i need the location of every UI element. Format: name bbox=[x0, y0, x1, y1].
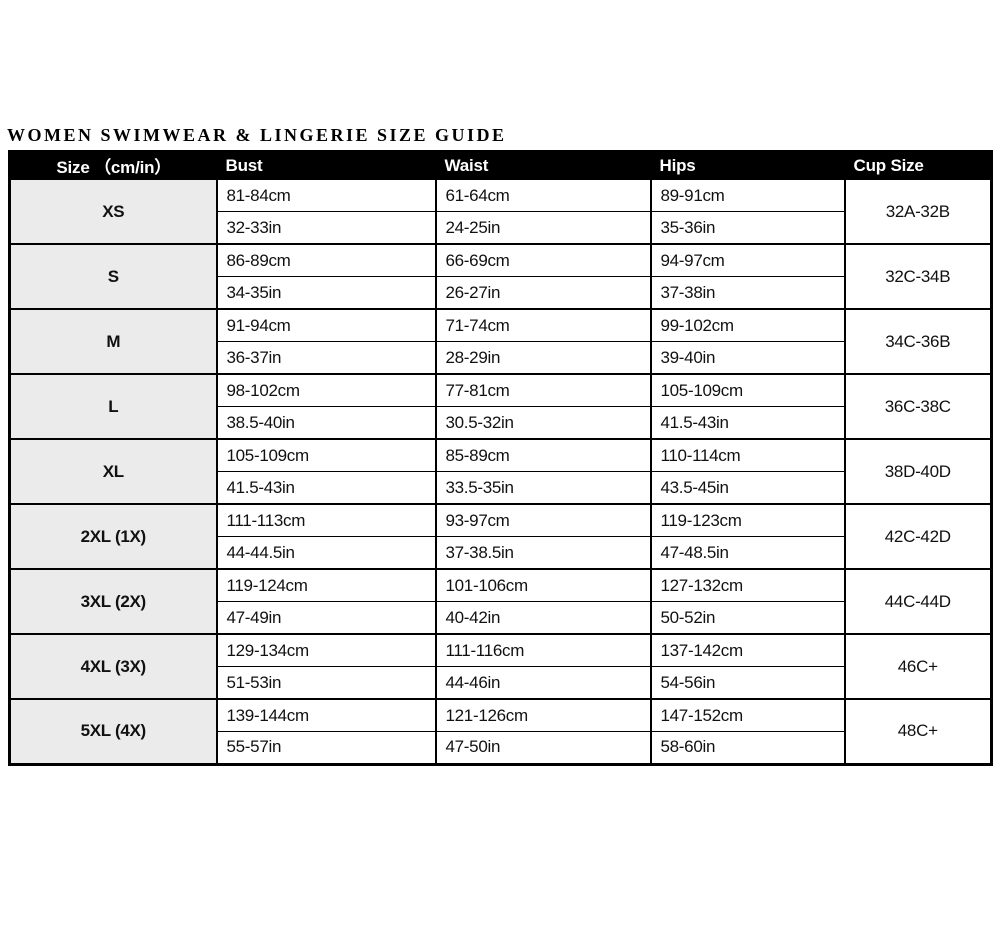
table-row-m-in: 36-37in 28-29in 39-40in bbox=[10, 341, 992, 374]
size-label: 3XL (2X) bbox=[9, 568, 217, 634]
hips-cm-value: 119-123cm bbox=[649, 503, 845, 537]
size-label: 2XL (1X) bbox=[9, 503, 217, 569]
cup-size-value: 48C+ bbox=[843, 698, 992, 764]
hips-cm-value: 137-142cm bbox=[649, 633, 845, 667]
cup-size-value: 46C+ bbox=[843, 633, 992, 699]
bust-cm-value: 91-94cm bbox=[215, 308, 436, 342]
hips-cm-value: 147-152cm bbox=[649, 698, 845, 732]
hips-in-value: 50-52in bbox=[649, 601, 845, 634]
bust-in-value: 44-44.5in bbox=[215, 536, 436, 569]
table-row-m-cm: M 91-94cm 71-74cm 99-102cm 34C-36B bbox=[9, 308, 992, 374]
table-row-4xl-in: 51-53in 44-46in 54-56in bbox=[10, 666, 992, 699]
cup-size-value: 44C-44D bbox=[843, 568, 992, 634]
waist-cm-value: 61-64cm bbox=[434, 178, 651, 212]
hips-cm-value: 127-132cm bbox=[649, 568, 845, 602]
table-row-2xl-cm: 2XL (1X) 111-113cm 93-97cm 119-123cm 42C… bbox=[9, 503, 992, 569]
waist-cm-value: 77-81cm bbox=[434, 373, 651, 407]
table-row-2xl-in: 44-44.5in 37-38.5in 47-48.5in bbox=[10, 536, 992, 569]
waist-cm-value: 85-89cm bbox=[434, 438, 651, 472]
cup-size-value: 42C-42D bbox=[843, 503, 992, 569]
header-bust: Bust bbox=[216, 151, 436, 180]
table-row-5xl-in: 55-57in 47-50in 58-60in bbox=[10, 731, 992, 764]
bust-cm-value: 81-84cm bbox=[215, 178, 436, 212]
cup-size-value: 34C-36B bbox=[843, 308, 992, 374]
table-row-3xl-in: 47-49in 40-42in 50-52in bbox=[10, 601, 992, 634]
hips-cm-value: 99-102cm bbox=[649, 308, 845, 342]
waist-in-value: 40-42in bbox=[434, 601, 651, 634]
table-row-3xl-cm: 3XL (2X) 119-124cm 101-106cm 127-132cm 4… bbox=[9, 568, 992, 634]
bust-in-value: 47-49in bbox=[215, 601, 436, 634]
waist-in-value: 33.5-35in bbox=[434, 471, 651, 504]
waist-cm-value: 111-116cm bbox=[434, 633, 651, 667]
hips-in-value: 37-38in bbox=[649, 276, 845, 309]
hips-in-value: 39-40in bbox=[649, 341, 845, 374]
size-label: XS bbox=[9, 178, 217, 244]
table-row-s-in: 34-35in 26-27in 37-38in bbox=[10, 276, 992, 309]
waist-cm-value: 93-97cm bbox=[434, 503, 651, 537]
waist-in-value: 37-38.5in bbox=[434, 536, 651, 569]
waist-in-value: 28-29in bbox=[434, 341, 651, 374]
table-row-xl-in: 41.5-43in 33.5-35in 43.5-45in bbox=[10, 471, 992, 504]
waist-in-value: 47-50in bbox=[434, 731, 651, 764]
cup-size-value: 32C-34B bbox=[843, 243, 992, 309]
bust-cm-value: 129-134cm bbox=[215, 633, 436, 667]
bust-in-value: 41.5-43in bbox=[215, 471, 436, 504]
waist-in-value: 44-46in bbox=[434, 666, 651, 699]
table-row-s-cm: S 86-89cm 66-69cm 94-97cm 32C-34B bbox=[9, 243, 992, 309]
bust-in-value: 36-37in bbox=[215, 341, 436, 374]
table-row-l-cm: L 98-102cm 77-81cm 105-109cm 36C-38C bbox=[9, 373, 992, 439]
waist-cm-value: 121-126cm bbox=[434, 698, 651, 732]
hips-cm-value: 89-91cm bbox=[649, 178, 845, 212]
hips-cm-value: 110-114cm bbox=[649, 438, 845, 472]
table-row-xl-cm: XL 105-109cm 85-89cm 110-114cm 38D-40D bbox=[9, 438, 992, 504]
header-hips: Hips bbox=[650, 151, 845, 180]
bust-cm-value: 139-144cm bbox=[215, 698, 436, 732]
table-row-4xl-cm: 4XL (3X) 129-134cm 111-116cm 137-142cm 4… bbox=[9, 633, 992, 699]
size-label: L bbox=[9, 373, 217, 439]
table-row-l-in: 38.5-40in 30.5-32in 41.5-43in bbox=[10, 406, 992, 439]
size-label: M bbox=[9, 308, 217, 374]
bust-cm-value: 111-113cm bbox=[215, 503, 436, 537]
waist-cm-value: 101-106cm bbox=[434, 568, 651, 602]
table-header-row: Size （cm/in） Bust Waist Hips Cup Size bbox=[9, 151, 992, 180]
waist-in-value: 30.5-32in bbox=[434, 406, 651, 439]
waist-cm-value: 66-69cm bbox=[434, 243, 651, 277]
header-size: Size （cm/in） bbox=[9, 151, 217, 180]
size-label: 4XL (3X) bbox=[9, 633, 217, 699]
size-label: XL bbox=[9, 438, 217, 504]
table-row-xs-cm: XS 81-84cm 61-64cm 89-91cm 32A-32B bbox=[9, 178, 992, 244]
header-waist: Waist bbox=[435, 151, 651, 180]
size-label: S bbox=[9, 243, 217, 309]
cup-size-value: 36C-38C bbox=[843, 373, 992, 439]
size-label: 5XL (4X) bbox=[9, 698, 217, 764]
waist-in-value: 24-25in bbox=[434, 211, 651, 244]
bust-in-value: 55-57in bbox=[215, 731, 436, 764]
bust-cm-value: 119-124cm bbox=[215, 568, 436, 602]
cup-size-value: 38D-40D bbox=[843, 438, 992, 504]
bust-in-value: 34-35in bbox=[215, 276, 436, 309]
header-cup: Cup Size bbox=[844, 151, 992, 180]
table-row-5xl-cm: 5XL (4X) 139-144cm 121-126cm 147-152cm 4… bbox=[9, 698, 992, 764]
waist-cm-value: 71-74cm bbox=[434, 308, 651, 342]
hips-in-value: 54-56in bbox=[649, 666, 845, 699]
bust-in-value: 51-53in bbox=[215, 666, 436, 699]
hips-cm-value: 105-109cm bbox=[649, 373, 845, 407]
hips-in-value: 43.5-45in bbox=[649, 471, 845, 504]
bust-in-value: 32-33in bbox=[215, 211, 436, 244]
bust-cm-value: 86-89cm bbox=[215, 243, 436, 277]
size-guide-table: Size （cm/in） Bust Waist Hips Cup Size XS… bbox=[8, 150, 993, 766]
hips-in-value: 47-48.5in bbox=[649, 536, 845, 569]
hips-cm-value: 94-97cm bbox=[649, 243, 845, 277]
hips-in-value: 41.5-43in bbox=[649, 406, 845, 439]
bust-cm-value: 98-102cm bbox=[215, 373, 436, 407]
page-title: WOMEN SWIMWEAR & LINGERIE SIZE GUIDE bbox=[7, 125, 507, 145]
bust-cm-value: 105-109cm bbox=[215, 438, 436, 472]
bust-in-value: 38.5-40in bbox=[215, 406, 436, 439]
waist-in-value: 26-27in bbox=[434, 276, 651, 309]
table-row-xs-in: 32-33in 24-25in 35-36in bbox=[10, 211, 992, 244]
cup-size-value: 32A-32B bbox=[843, 178, 992, 244]
hips-in-value: 58-60in bbox=[649, 731, 845, 764]
hips-in-value: 35-36in bbox=[649, 211, 845, 244]
